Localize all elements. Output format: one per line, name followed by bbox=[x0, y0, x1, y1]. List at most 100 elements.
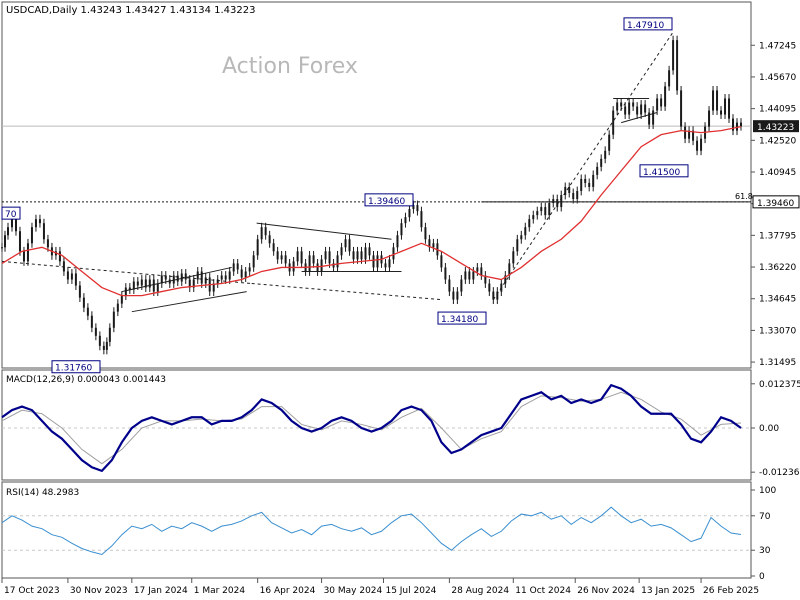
watermark: Action Forex bbox=[222, 54, 358, 79]
price-annotation-box bbox=[623, 17, 673, 31]
candle-body bbox=[416, 205, 419, 212]
candle-body bbox=[348, 239, 351, 252]
candle-body bbox=[712, 90, 715, 111]
price-y-tick-label: 1.42520 bbox=[759, 136, 796, 146]
candle-body bbox=[564, 186, 567, 196]
candle-body bbox=[680, 90, 683, 127]
candle-body bbox=[124, 287, 127, 296]
candle-body bbox=[70, 273, 73, 280]
candle-body bbox=[34, 219, 37, 228]
candle-body bbox=[460, 279, 463, 292]
candle-body bbox=[420, 211, 423, 228]
rsi-y-tick-label: 100 bbox=[759, 486, 776, 496]
candle-body bbox=[82, 297, 85, 308]
candle-body bbox=[676, 40, 679, 91]
candle-body bbox=[708, 110, 711, 127]
candle-body bbox=[86, 307, 89, 316]
price-y-tick-label: 1.36220 bbox=[759, 263, 796, 273]
candle-body bbox=[408, 209, 411, 218]
candle-body bbox=[105, 341, 108, 350]
candle-body bbox=[6, 227, 9, 236]
rsi-panel[interactable] bbox=[1, 481, 752, 579]
candle-body bbox=[580, 178, 583, 191]
candle-body bbox=[584, 178, 587, 183]
candle-body bbox=[440, 255, 443, 268]
candle-body bbox=[520, 235, 523, 240]
candle-body bbox=[640, 104, 643, 115]
candle-body bbox=[3, 235, 6, 248]
price-panel[interactable] bbox=[1, 1, 752, 369]
candle-body bbox=[472, 271, 475, 280]
candle-body bbox=[716, 90, 719, 111]
candle-body bbox=[476, 267, 479, 272]
candle-body bbox=[168, 279, 171, 284]
candle-body bbox=[608, 134, 611, 151]
macd-y-tick-label: 0.012375 bbox=[759, 380, 800, 390]
macd-title: MACD(12,26,9) 0.000043 0.001443 bbox=[6, 375, 166, 385]
candle-body bbox=[468, 271, 471, 280]
candle-body bbox=[592, 174, 595, 187]
candle-body bbox=[312, 255, 315, 264]
candle-body bbox=[308, 255, 311, 272]
x-tick-label: 11 Oct 2024 bbox=[515, 586, 571, 596]
candle-body bbox=[488, 283, 491, 292]
x-tick-label: 30 May 2024 bbox=[324, 586, 383, 596]
candle-body bbox=[332, 263, 335, 268]
price-annotation-label: 1.47910 bbox=[627, 21, 664, 31]
candle-body bbox=[588, 182, 591, 187]
candle-body bbox=[22, 251, 25, 262]
candle-body bbox=[724, 98, 727, 115]
x-tick-label: 28 Aug 2024 bbox=[451, 586, 509, 596]
candle-body bbox=[376, 255, 379, 268]
candle-body bbox=[532, 215, 535, 220]
candle-body bbox=[644, 104, 647, 113]
candle-body bbox=[432, 243, 435, 248]
candle-body bbox=[604, 150, 607, 159]
candle-body bbox=[664, 86, 667, 107]
candle-body bbox=[336, 255, 339, 268]
macd-panel[interactable] bbox=[1, 369, 752, 481]
candle-body bbox=[98, 335, 101, 346]
candle-body bbox=[572, 193, 575, 200]
price-annotation-label: 1.41500 bbox=[643, 168, 680, 178]
candle-body bbox=[496, 291, 499, 300]
price-y-tick-label: 1.47245 bbox=[759, 41, 796, 51]
candle-body bbox=[292, 261, 295, 272]
candle-body bbox=[372, 255, 375, 268]
candle-body bbox=[360, 251, 363, 260]
x-tick-label: 26 Feb 2025 bbox=[703, 586, 759, 596]
channel-lower bbox=[131, 291, 247, 313]
x-tick-label: 1 Mar 2024 bbox=[194, 586, 246, 596]
candle-body bbox=[668, 70, 671, 87]
candle-body bbox=[148, 279, 151, 288]
x-tick-label: 16 Apr 2024 bbox=[260, 586, 316, 596]
candle-body bbox=[536, 211, 539, 216]
flag-lower bbox=[621, 112, 658, 124]
candle-body bbox=[600, 158, 603, 167]
candle-body bbox=[448, 279, 451, 292]
candle-body bbox=[112, 311, 115, 328]
price-annotation-box bbox=[639, 164, 689, 178]
candle-body bbox=[252, 255, 255, 268]
candle-body bbox=[568, 186, 571, 194]
x-tick-label: 13 Jan 2025 bbox=[641, 586, 695, 596]
candle-body bbox=[364, 247, 367, 260]
candle-body bbox=[504, 275, 507, 284]
candle-body bbox=[220, 275, 223, 280]
candle-body bbox=[320, 259, 323, 272]
candle-body bbox=[204, 277, 207, 284]
candle-body bbox=[388, 259, 391, 268]
candle-body bbox=[132, 281, 135, 290]
candle-body bbox=[412, 205, 415, 210]
candle-body bbox=[236, 263, 239, 270]
candle-body bbox=[164, 275, 167, 280]
candle-body bbox=[540, 207, 543, 212]
candle-body bbox=[612, 110, 615, 135]
candle-body bbox=[18, 231, 21, 252]
candle-body bbox=[700, 138, 703, 151]
candle-body bbox=[340, 247, 343, 256]
candle-body bbox=[14, 219, 17, 232]
candle-body bbox=[740, 122, 742, 127]
price-y-tick-label: 1.45670 bbox=[759, 73, 796, 83]
